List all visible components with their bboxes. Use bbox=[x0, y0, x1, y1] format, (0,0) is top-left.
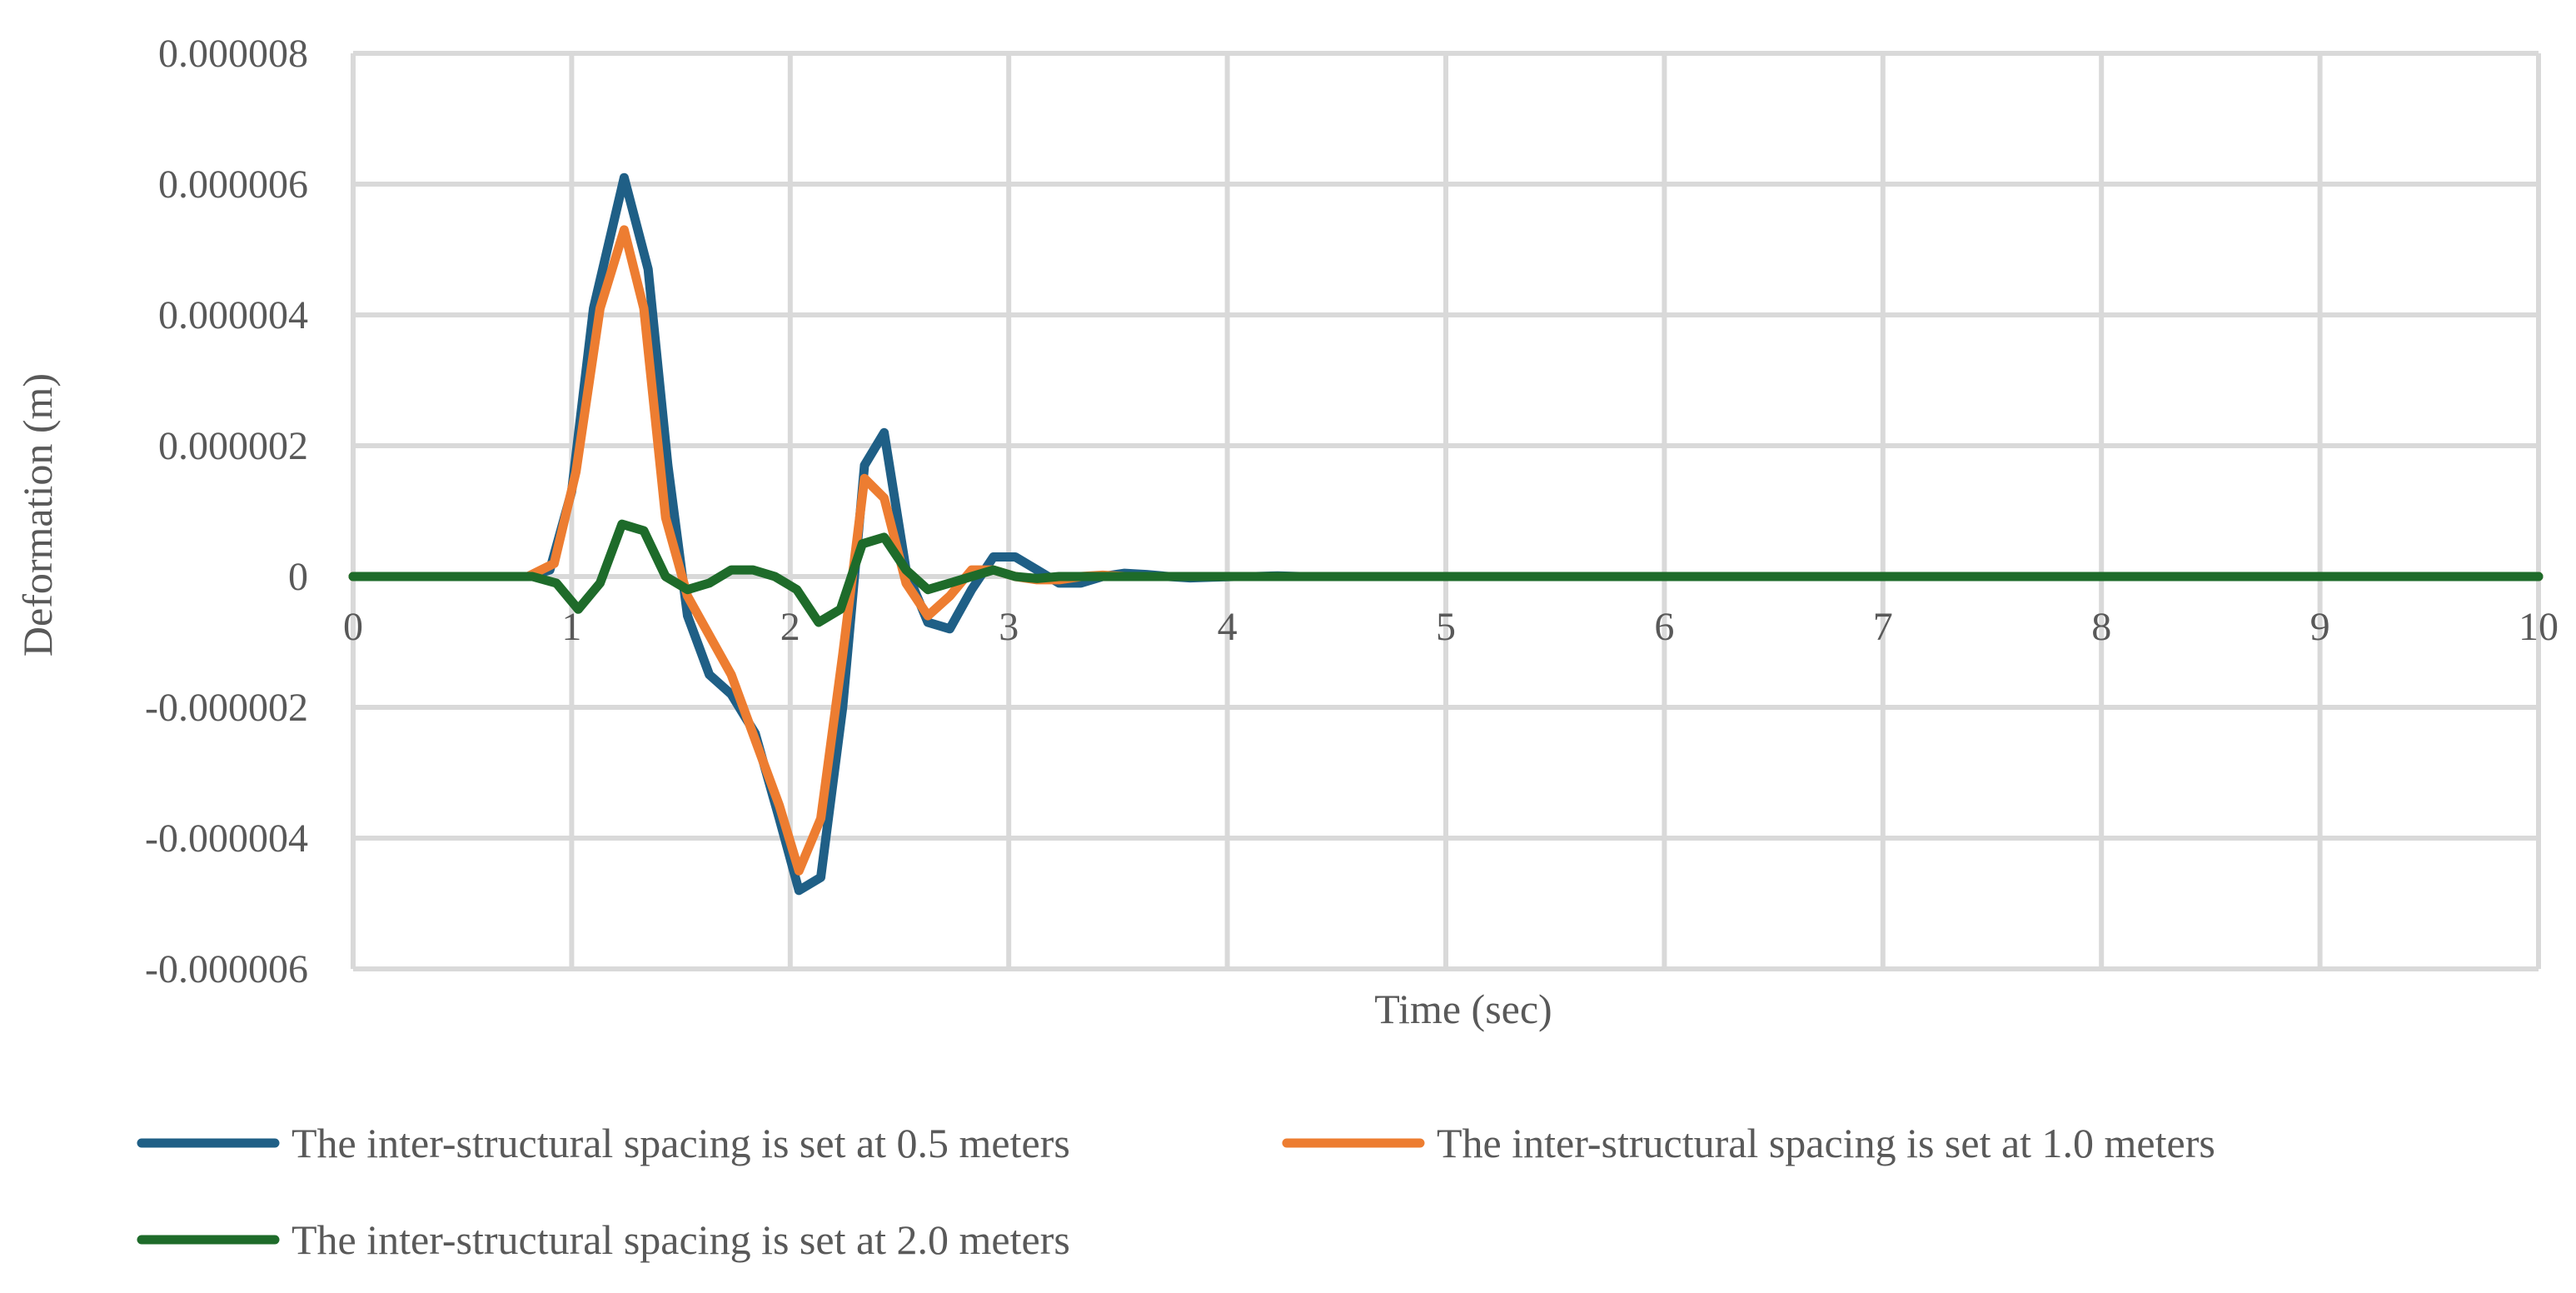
series-lines bbox=[348, 172, 2544, 896]
y-tick-label: 0.000002 bbox=[158, 424, 308, 468]
legend: The inter-structural spacing is set at 0… bbox=[137, 1120, 2215, 1263]
y-axis-title: Deformation (m) bbox=[14, 373, 61, 656]
legend-label-1: The inter-structural spacing is set at 0… bbox=[291, 1120, 1070, 1166]
y-tick-label: -0.000002 bbox=[145, 686, 308, 730]
legend-label-3: The inter-structural spacing is set at 2… bbox=[291, 1216, 1070, 1263]
x-tick-label: 2 bbox=[780, 605, 800, 649]
x-tick-label: 9 bbox=[2310, 605, 2330, 649]
x-tick-label: 7 bbox=[1873, 605, 1893, 649]
x-tick-label: 10 bbox=[2519, 605, 2559, 649]
x-tick-label: 4 bbox=[1218, 605, 1238, 649]
y-tick-label: 0.000006 bbox=[158, 162, 308, 207]
x-tick-label: 5 bbox=[1436, 605, 1456, 649]
legend-label-2: The inter-structural spacing is set at 1… bbox=[1437, 1120, 2215, 1166]
x-axis-tick-labels: 0 1 2 3 4 5 6 7 8 9 10 bbox=[343, 605, 2559, 649]
x-tick-label: 3 bbox=[999, 605, 1019, 649]
y-tick-label: -0.000006 bbox=[145, 947, 308, 991]
x-tick-label: 8 bbox=[2091, 605, 2111, 649]
y-tick-label: -0.000004 bbox=[145, 816, 308, 861]
series-line-3 bbox=[348, 519, 2544, 627]
x-tick-label: 0 bbox=[343, 605, 363, 649]
y-tick-label: 0.000008 bbox=[158, 32, 308, 76]
y-tick-label: 0.000004 bbox=[158, 293, 308, 337]
x-axis-title: Time (sec) bbox=[1374, 986, 1552, 1032]
x-tick-label: 1 bbox=[561, 605, 581, 649]
y-axis-tick-labels: 0.000008 0.000006 0.000004 0.000002 0 -0.0000… bbox=[145, 32, 308, 991]
x-tick-label: 6 bbox=[1654, 605, 1674, 649]
y-tick-label: 0 bbox=[288, 555, 308, 599]
